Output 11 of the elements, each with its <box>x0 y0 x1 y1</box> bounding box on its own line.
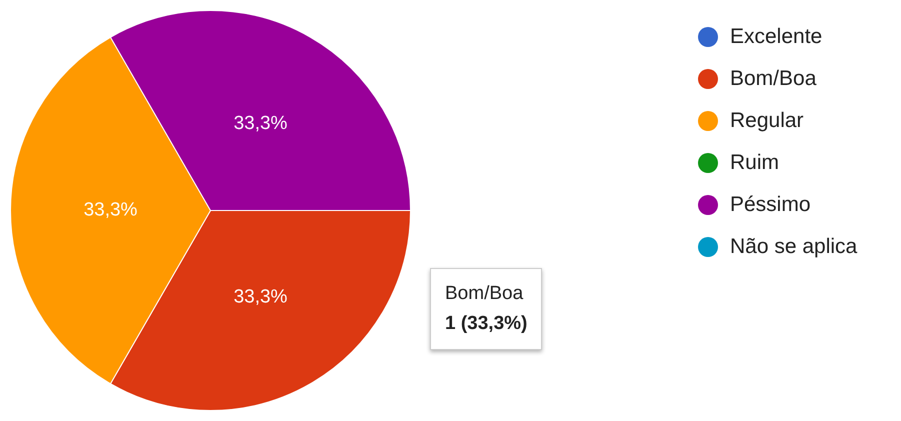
data-label: 33,3% <box>84 200 138 221</box>
text: 1 (33,3%) <box>445 312 528 336</box>
text: Bom/Boa <box>445 282 524 306</box>
legend-label: Ruim <box>730 151 780 175</box>
data-label: 33,3% <box>234 286 288 308</box>
legend-label: Péssimo <box>730 193 811 217</box>
legend-label: Regular <box>730 109 804 133</box>
legend-label: Excelente <box>730 25 822 49</box>
legend-label: Bom/Boa <box>730 67 816 91</box>
data-label: 33,3% <box>234 113 288 134</box>
legend-label: Não se aplica <box>730 235 858 259</box>
